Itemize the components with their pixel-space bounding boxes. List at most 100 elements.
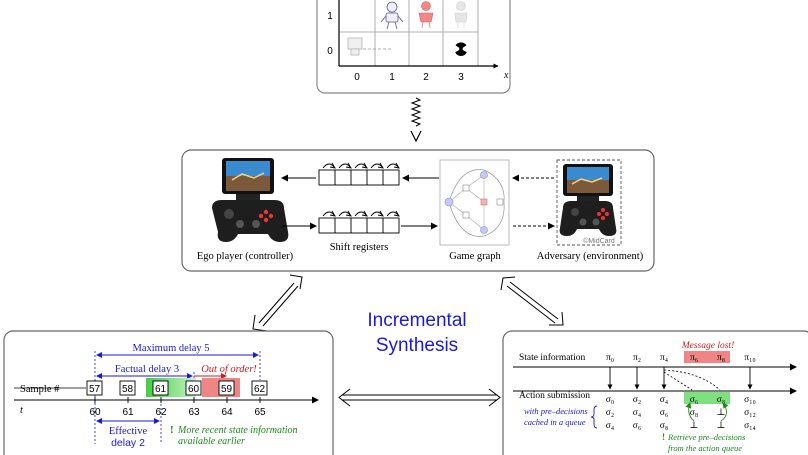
queue-panel: Message lost! State information π₀ π₂ π₄… [502, 330, 808, 455]
shift-register-top [318, 162, 400, 186]
sigma-r1: σ₀ [606, 395, 614, 405]
grid-x-axis-label: x [503, 70, 509, 81]
pi-label: π₆ [690, 353, 698, 363]
title-line1: Incremental [367, 310, 466, 331]
sigma-r3: σ₆ [633, 421, 641, 431]
adversary-frame [556, 159, 622, 246]
sigma-r3: σ₄ [606, 421, 614, 431]
grid-panel: 1 0 0 1 2 3 x [316, 0, 511, 94]
time-tick-label: 63 [188, 407, 200, 418]
shift-register-bottom [318, 210, 400, 234]
pi-label: π₁₀ [744, 353, 755, 363]
retrieve-line1: Retrieve pre–decisions [667, 432, 746, 442]
message-lost-band [684, 351, 730, 363]
sigma-r2: σ₁₂ [744, 408, 756, 418]
pi-label: π₄ [660, 353, 668, 363]
sigma-r2: σ₈ [690, 408, 698, 418]
sample-box [185, 380, 202, 396]
transmission-arrows [607, 367, 753, 390]
dashed-lost-arrows [663, 369, 721, 391]
machine-icon [347, 37, 363, 56]
retrieve-line2: from the action queue [668, 443, 742, 453]
time-axis-label: t [20, 405, 24, 416]
sigma-r2: σ₄ [633, 408, 641, 418]
max-delay-label: Maximum delay 5 [133, 343, 210, 354]
radiation-icon [455, 42, 467, 56]
game-graph-icon [439, 159, 510, 246]
out-of-order-label: Out of order! [201, 364, 257, 375]
sigma-r1: σ₂ [633, 395, 641, 405]
sigma-r1: σ₆ [690, 395, 698, 405]
double-arrow-left [252, 274, 303, 332]
sample-boxes: 57 58 61 60 59 62 [86, 380, 268, 396]
grid-lines [338, 0, 479, 66]
recent-info-line2: available earlier [178, 436, 245, 447]
game-graph-label: Game graph [449, 251, 501, 262]
sigma-r3: σ₁₄ [744, 421, 756, 431]
squiggle-arrowhead [410, 130, 422, 143]
action-submission-label: Action submission [519, 391, 590, 401]
pi-label: π₈ [717, 353, 725, 363]
watermark-text: ©MidCard [583, 237, 615, 245]
sample-box [251, 380, 268, 396]
time-tick-label: 61 [122, 407, 134, 418]
delay-panel: Maximum delay 5 Factual delay 3 Out of o… [3, 330, 334, 455]
red-robot-icon [418, 1, 434, 29]
cached-label-2: cached in a queue [524, 417, 586, 427]
sample-value: 62 [254, 384, 266, 395]
retrieved-band [684, 392, 730, 404]
adversary-label: Adversary (environment) [537, 251, 644, 262]
sigma-r1: σ₁₀ [744, 395, 756, 405]
time-tick-label: 62 [155, 407, 167, 418]
sample-value: 59 [221, 384, 233, 395]
pi-label: π₂ [633, 353, 641, 363]
effective-delay-label-1: Effective [109, 426, 148, 437]
message-lost-label: Message lost! [681, 341, 735, 351]
factual-delay-label: Factual delay 3 [115, 364, 179, 375]
sigma-r1: σ₄ [660, 395, 668, 405]
sample-value: 60 [188, 384, 200, 395]
robot-sketch-icon [380, 1, 404, 30]
grid-y-tick: 0 [327, 46, 333, 57]
sample-box [152, 380, 169, 396]
sample-value: 61 [155, 384, 167, 395]
sample-value: 57 [89, 384, 101, 395]
sample-label: Sample # [20, 384, 60, 395]
retrieve-arrows [685, 402, 729, 422]
ego-player-label: Ego player (controller) [197, 251, 294, 262]
grid-x-tick: 3 [458, 72, 464, 83]
game-panel: Ego player (controller) Shift registers [181, 149, 655, 272]
sigma-r3: ⊥ [717, 421, 726, 431]
cached-brace [590, 405, 598, 429]
grid-x-tick: 0 [354, 72, 360, 83]
time-tick-label: 60 [89, 407, 101, 418]
time-tick-label: 64 [221, 407, 233, 418]
queue-panel-frame [502, 330, 808, 455]
time-ticks [94, 397, 261, 403]
ego-gamepad-icon [212, 158, 289, 242]
state-info-label: State information [519, 352, 585, 363]
squiggle-arrow-icon [410, 97, 422, 127]
grid-x-tick: 1 [389, 72, 395, 83]
title-line2: Synthesis [376, 335, 458, 356]
sample-box [218, 380, 235, 396]
sample-value: 58 [122, 384, 134, 395]
sigma-r2: σ₂ [606, 408, 614, 418]
sample-box [119, 380, 136, 396]
double-arrow-horizontal [338, 388, 501, 407]
recent-info-line1: More recent state information [177, 425, 298, 436]
grid-y-tick: 1 [327, 11, 333, 22]
grid-panel-frame [316, 0, 511, 94]
sigma-r2: ⊥ [717, 408, 726, 418]
game-panel-frame [181, 149, 655, 272]
recent-info-mark: ! [170, 424, 174, 436]
grid-x-tick: 2 [423, 72, 429, 83]
sigma-r2: σ₆ [660, 408, 668, 418]
sample-box [86, 380, 103, 396]
ghost-robot-icon [454, 1, 468, 28]
sigma-r1: σ₈ [717, 395, 725, 405]
adversary-gamepad-icon [559, 164, 617, 236]
shift-registers-label: Shift registers [330, 242, 389, 253]
sigma-r3: σ₈ [660, 421, 668, 431]
